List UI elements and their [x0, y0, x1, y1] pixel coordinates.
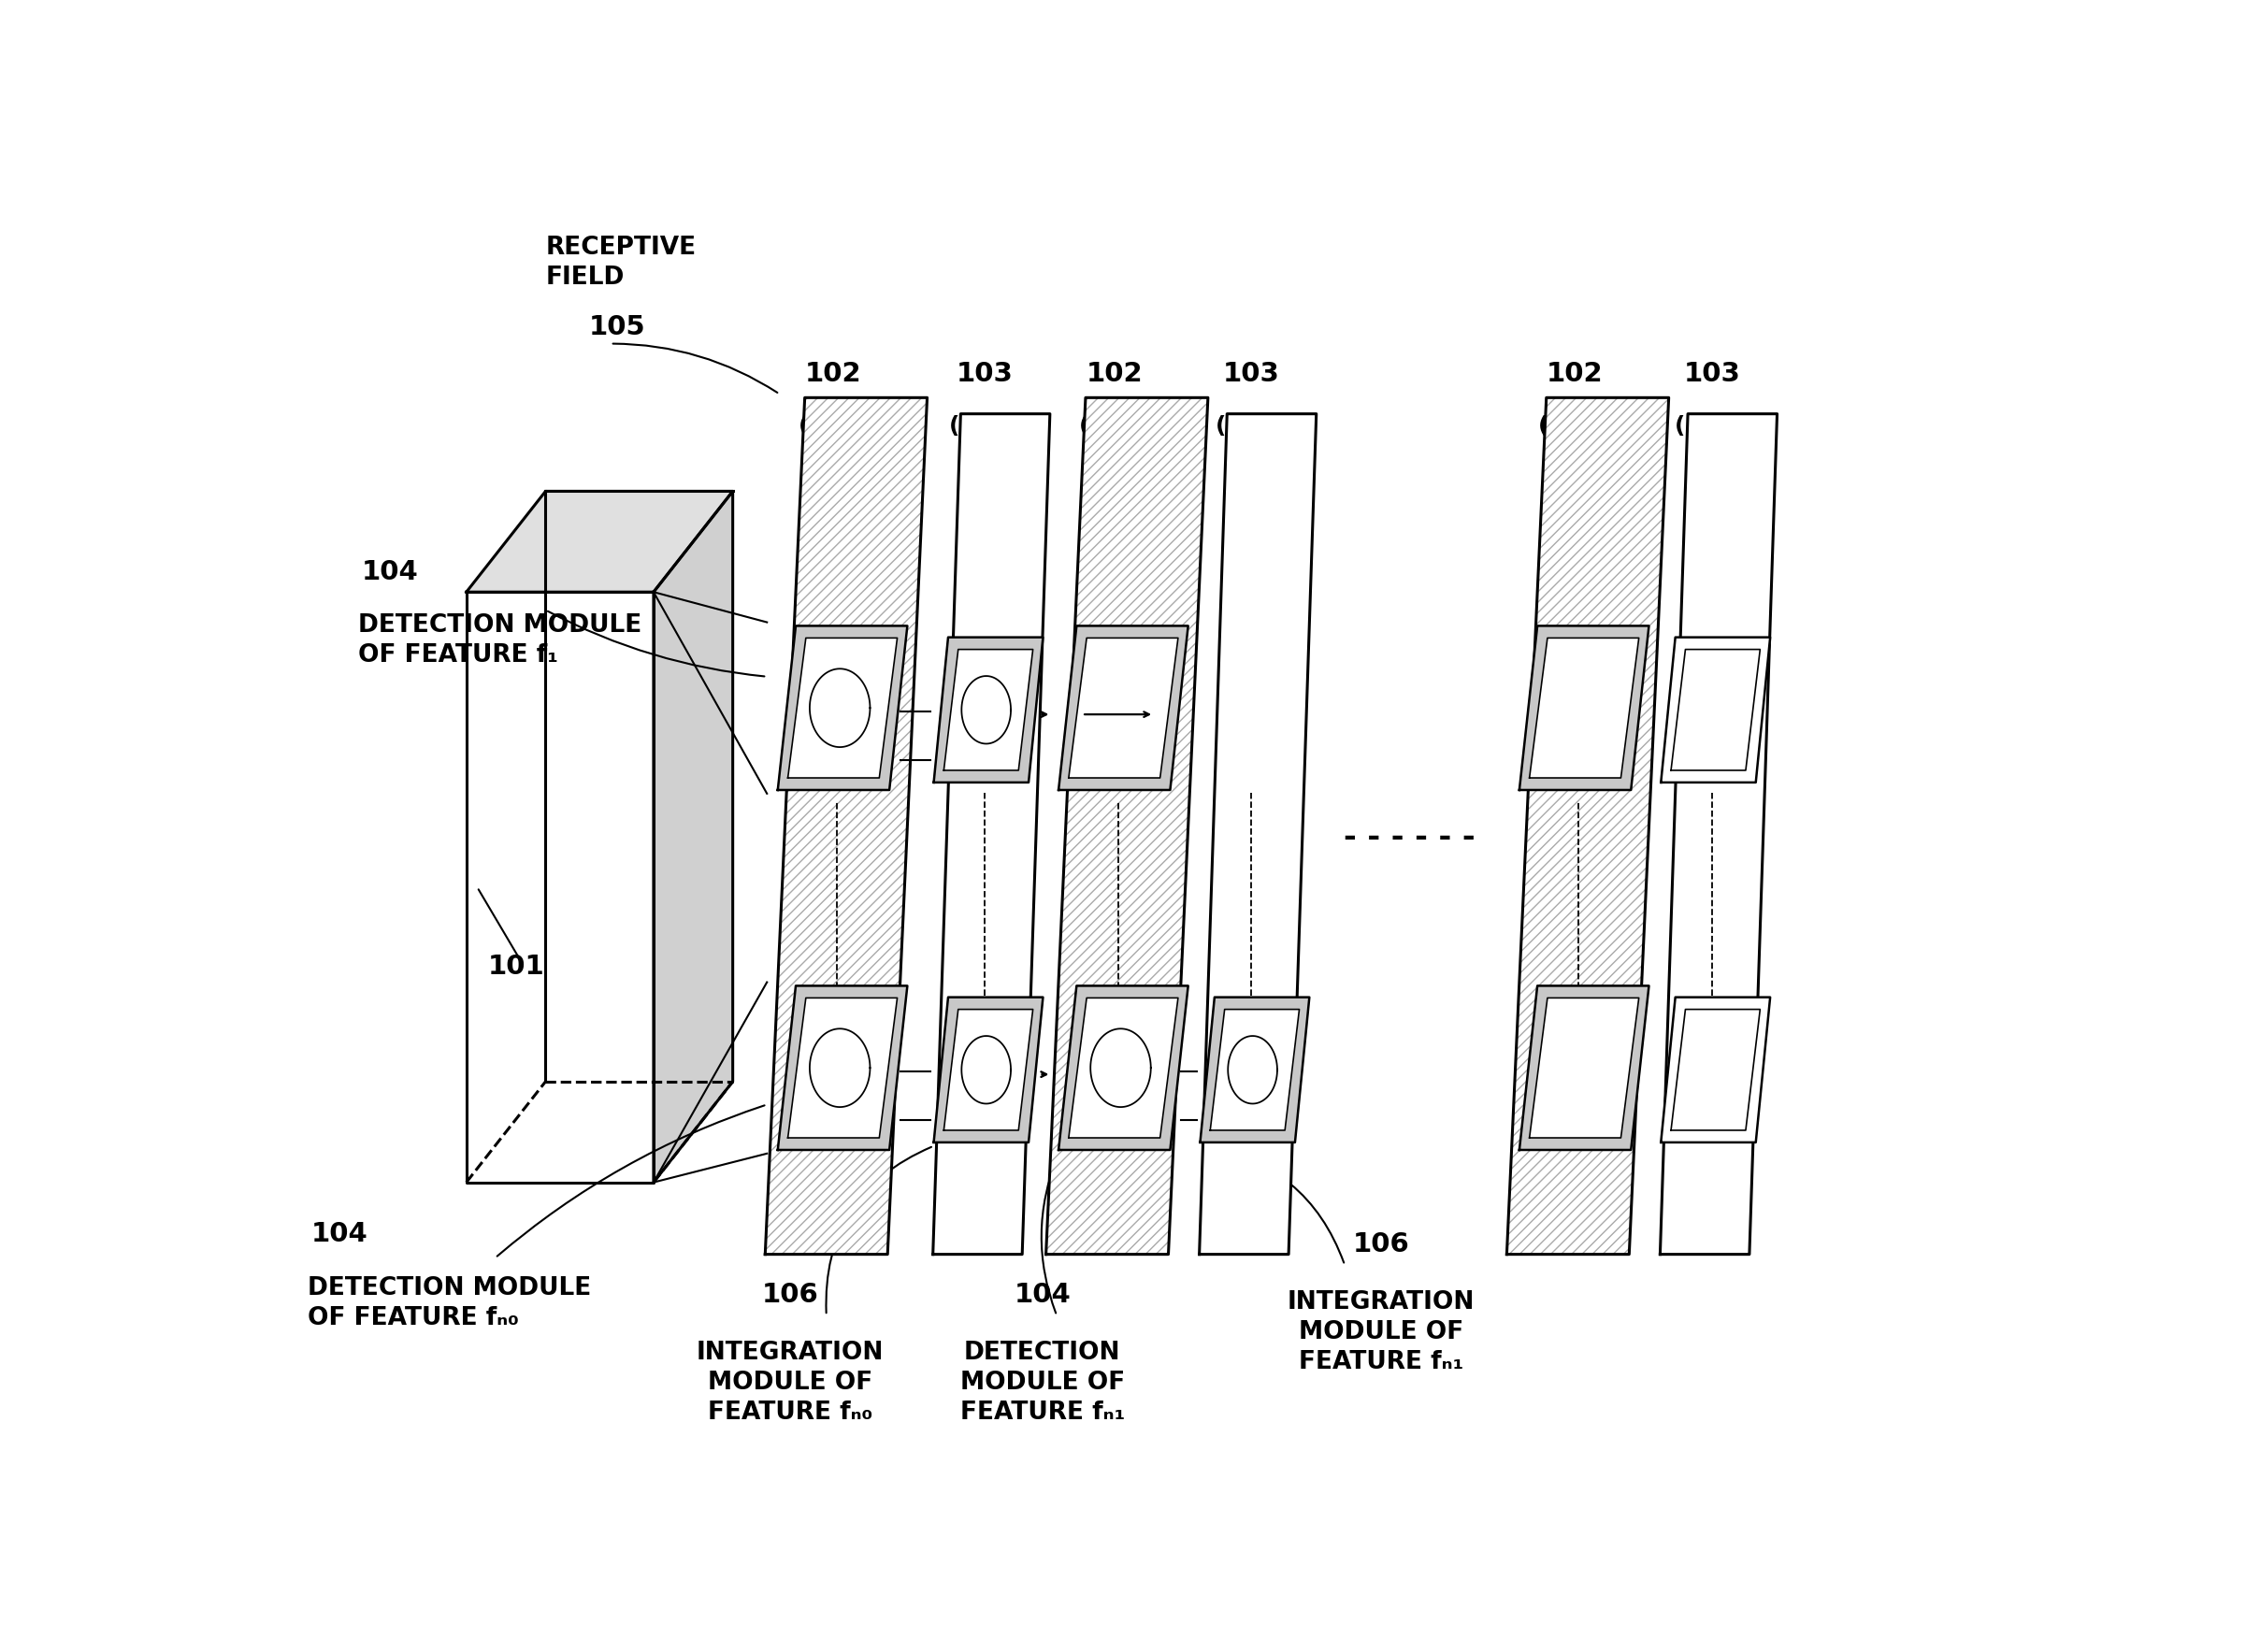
Text: 106: 106	[1352, 1232, 1408, 1257]
Polygon shape	[1229, 1036, 1278, 1104]
Polygon shape	[1660, 415, 1777, 1254]
Text: 103: 103	[957, 360, 1013, 387]
Polygon shape	[943, 649, 1033, 770]
Text: (2, 1): (2, 1)	[1215, 415, 1287, 438]
Polygon shape	[1662, 638, 1770, 783]
Text: 104: 104	[312, 1221, 368, 1247]
Polygon shape	[961, 676, 1011, 743]
Polygon shape	[1058, 986, 1188, 1150]
Polygon shape	[1671, 1009, 1761, 1130]
Text: RECEPTIVE
FIELD: RECEPTIVE FIELD	[546, 236, 696, 289]
Polygon shape	[1199, 415, 1316, 1254]
Polygon shape	[932, 415, 1049, 1254]
Polygon shape	[1662, 998, 1770, 1143]
Polygon shape	[811, 1029, 869, 1107]
Polygon shape	[811, 669, 869, 747]
Polygon shape	[1047, 398, 1208, 1254]
Polygon shape	[467, 591, 654, 1183]
Text: (2, N): (2, N)	[1676, 415, 1750, 438]
Polygon shape	[1058, 626, 1188, 790]
Polygon shape	[1507, 398, 1669, 1254]
Polygon shape	[1518, 986, 1649, 1150]
Text: DETECTION MODULE
OF FEATURE fₙ₀: DETECTION MODULE OF FEATURE fₙ₀	[308, 1275, 591, 1330]
Text: 104: 104	[362, 558, 418, 585]
Polygon shape	[961, 1036, 1011, 1104]
Text: INTEGRATION
MODULE OF
FEATURE fₙ₁: INTEGRATION MODULE OF FEATURE fₙ₁	[1287, 1290, 1473, 1374]
Text: (1, 0): (1, 0)	[797, 415, 869, 438]
Polygon shape	[943, 1009, 1033, 1130]
Text: 103: 103	[1684, 360, 1741, 387]
Text: 104: 104	[1013, 1282, 1071, 1308]
Polygon shape	[1530, 998, 1640, 1138]
Polygon shape	[1671, 649, 1761, 770]
Text: DETECTION
MODULE OF
FEATURE fₙ₁: DETECTION MODULE OF FEATURE fₙ₁	[959, 1341, 1125, 1424]
Polygon shape	[1518, 626, 1649, 790]
Polygon shape	[1530, 638, 1640, 778]
Polygon shape	[1092, 1029, 1150, 1107]
Polygon shape	[766, 398, 928, 1254]
Polygon shape	[1199, 998, 1309, 1143]
Polygon shape	[777, 626, 907, 790]
Polygon shape	[654, 491, 732, 1183]
Text: 101: 101	[487, 953, 546, 980]
Polygon shape	[467, 491, 732, 591]
Text: 102: 102	[806, 360, 862, 387]
Text: 105: 105	[588, 314, 645, 340]
Text: INTEGRATION
MODULE OF
FEATURE fₙ₀: INTEGRATION MODULE OF FEATURE fₙ₀	[696, 1341, 885, 1424]
Polygon shape	[788, 998, 898, 1138]
Polygon shape	[777, 986, 907, 1150]
Polygon shape	[934, 638, 1042, 783]
Text: (2, 0): (2, 0)	[950, 415, 1020, 438]
Text: (1, N): (1, N)	[1539, 415, 1613, 438]
Polygon shape	[934, 998, 1042, 1143]
Text: 102: 102	[1087, 360, 1143, 387]
Polygon shape	[1211, 1009, 1298, 1130]
Text: 103: 103	[1222, 360, 1280, 387]
Text: 106: 106	[761, 1282, 820, 1308]
Polygon shape	[1069, 998, 1179, 1138]
Text: - - - - - -: - - - - - -	[1343, 821, 1476, 852]
Text: DETECTION MODULE
OF FEATURE f₁: DETECTION MODULE OF FEATURE f₁	[359, 613, 642, 667]
Polygon shape	[1069, 638, 1179, 778]
Text: (1, 1): (1, 1)	[1078, 415, 1150, 438]
Text: 102: 102	[1547, 360, 1604, 387]
Polygon shape	[788, 638, 898, 778]
